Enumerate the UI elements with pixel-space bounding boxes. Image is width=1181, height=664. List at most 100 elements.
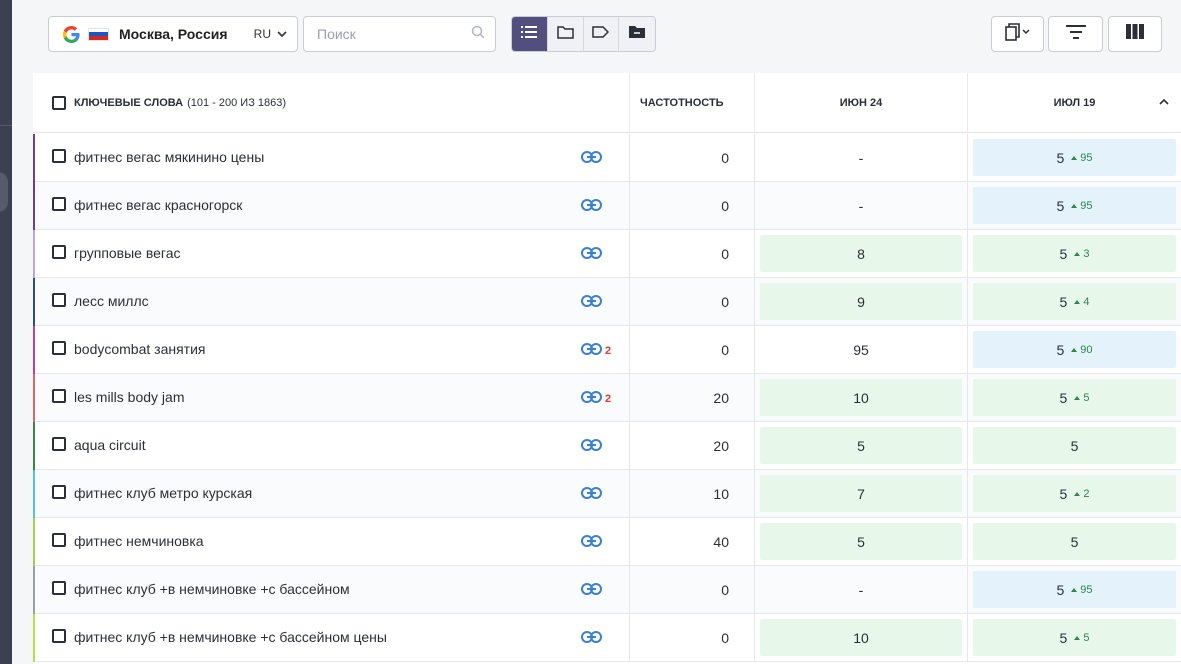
table-row[interactable]: фитнес клуб +в немчиновке +с бассейном 0 -… bbox=[33, 566, 1181, 614]
row-checkbox[interactable] bbox=[52, 485, 66, 499]
position-badge[interactable]: - bbox=[760, 187, 962, 224]
table-row[interactable]: les mills body jam 2 20 10 5 5 bbox=[33, 374, 1181, 422]
row-checkbox[interactable] bbox=[52, 149, 66, 163]
table-row[interactable]: групповые вегас 0 8 5 3 bbox=[33, 230, 1181, 278]
serp-link[interactable] bbox=[581, 486, 602, 504]
group-color-stripe bbox=[33, 470, 35, 518]
serp-link[interactable] bbox=[581, 294, 602, 312]
position-badge[interactable]: 7 bbox=[760, 475, 962, 512]
position-badge[interactable]: 5 bbox=[973, 523, 1176, 560]
table-row[interactable]: фитнес клуб +в немчиновке +с бассейном ц… bbox=[33, 614, 1181, 662]
table-header: КЛЮЧЕВЫЕ СЛОВА (101 - 200 ИЗ 1863) ЧАСТО… bbox=[33, 73, 1181, 133]
row-checkbox[interactable] bbox=[52, 245, 66, 259]
serp-link[interactable]: 2 bbox=[581, 342, 611, 360]
keyword-text[interactable]: фитнес клуб +в немчиновке +с бассейном bbox=[74, 581, 350, 597]
region-selector[interactable]: Москва, Россия RU bbox=[48, 16, 298, 52]
position-badge[interactable]: 5 bbox=[760, 523, 962, 560]
row-checkbox[interactable] bbox=[52, 581, 66, 595]
position-badge[interactable]: 10 bbox=[760, 619, 962, 656]
row-checkbox[interactable] bbox=[52, 533, 66, 547]
select-all-checkbox[interactable] bbox=[52, 96, 66, 110]
date2-column-header[interactable]: ИЮЛ 19 bbox=[968, 73, 1181, 133]
date2-cell: 5 bbox=[968, 518, 1181, 566]
position-badge[interactable]: - bbox=[760, 139, 962, 176]
keyword-text[interactable]: групповые вегас bbox=[74, 245, 181, 261]
keyword-text[interactable]: лесс миллс bbox=[74, 293, 149, 309]
keywords-header-label[interactable]: КЛЮЧЕВЫЕ СЛОВА bbox=[74, 97, 184, 109]
keyword-text[interactable]: bodycombat занятия bbox=[74, 341, 206, 357]
serp-link[interactable] bbox=[581, 630, 602, 648]
row-checkbox[interactable] bbox=[52, 197, 66, 211]
keyword-text[interactable]: фитнес клуб метро курская bbox=[74, 485, 253, 501]
table-row[interactable]: фитнес вегас мякинино цены 0 - 5 95 bbox=[33, 134, 1181, 182]
position-badge[interactable]: 10 bbox=[760, 379, 962, 416]
group-color-stripe bbox=[33, 422, 35, 470]
link-folder-view-button[interactable] bbox=[619, 17, 655, 51]
serp-link[interactable]: 2 bbox=[581, 390, 611, 408]
link-count: 2 bbox=[605, 345, 612, 357]
position-value: 5 bbox=[1056, 197, 1065, 214]
link-icon bbox=[581, 534, 602, 552]
frequency-cell: 10 bbox=[630, 470, 755, 518]
serp-link[interactable] bbox=[581, 198, 602, 216]
table-row[interactable]: bodycombat занятия 2 0 95 5 90 bbox=[33, 326, 1181, 374]
keyword-text[interactable]: les mills body jam bbox=[74, 389, 185, 405]
keyword-text[interactable]: фитнес вегас красногорск bbox=[74, 197, 243, 213]
serp-link[interactable] bbox=[581, 246, 602, 264]
frequency-column-header[interactable]: ЧАСТОТНОСТЬ bbox=[630, 73, 755, 133]
position-badge[interactable]: 9 bbox=[760, 283, 962, 320]
serp-link[interactable] bbox=[581, 534, 602, 552]
table-row[interactable]: фитнес немчиновка 40 5 5 bbox=[33, 518, 1181, 566]
position-change: 90 bbox=[1071, 344, 1093, 356]
sort-chevron-up-icon[interactable] bbox=[1159, 96, 1169, 108]
position-badge[interactable]: 5 95 bbox=[973, 187, 1176, 224]
table-row[interactable]: фитнес клуб метро курская 10 7 5 2 bbox=[33, 470, 1181, 518]
folder-icon bbox=[556, 25, 574, 44]
position-value: 10 bbox=[853, 389, 869, 406]
position-value: 10 bbox=[853, 629, 869, 646]
position-badge[interactable]: 5 bbox=[973, 427, 1176, 464]
columns-button[interactable] bbox=[1108, 16, 1162, 52]
keyword-text[interactable]: aqua circuit bbox=[74, 437, 146, 453]
position-change: 5 bbox=[1074, 632, 1089, 644]
table-row[interactable]: фитнес вегас красногорск 0 - 5 95 bbox=[33, 182, 1181, 230]
search-input[interactable] bbox=[317, 26, 471, 42]
table-row[interactable]: aqua circuit 20 5 5 bbox=[33, 422, 1181, 470]
position-badge[interactable]: 5 95 bbox=[973, 571, 1176, 608]
table-row[interactable]: лесс миллс 0 9 5 4 bbox=[33, 278, 1181, 326]
folder-view-button[interactable] bbox=[548, 17, 584, 51]
serp-link[interactable] bbox=[581, 582, 602, 600]
position-badge[interactable]: 8 bbox=[760, 235, 962, 272]
rail-collapse-handle[interactable] bbox=[0, 172, 8, 212]
serp-link[interactable] bbox=[581, 438, 602, 456]
position-badge[interactable]: 5 bbox=[760, 427, 962, 464]
position-badge[interactable]: 95 bbox=[760, 331, 962, 368]
search-box bbox=[303, 16, 496, 52]
row-checkbox[interactable] bbox=[52, 629, 66, 643]
link-count: 2 bbox=[605, 393, 612, 405]
position-badge[interactable]: - bbox=[760, 571, 962, 608]
keyword-text[interactable]: фитнес вегас мякинино цены bbox=[74, 149, 265, 165]
row-checkbox[interactable] bbox=[52, 437, 66, 451]
position-value: 5 bbox=[857, 437, 865, 454]
serp-link[interactable] bbox=[581, 150, 602, 168]
keyword-text[interactable]: фитнес немчиновка bbox=[74, 533, 204, 549]
search-icon[interactable] bbox=[471, 25, 485, 44]
position-badge[interactable]: 5 95 bbox=[973, 139, 1176, 176]
copy-menu-button[interactable] bbox=[991, 16, 1044, 52]
position-badge[interactable]: 5 90 bbox=[973, 331, 1176, 368]
row-checkbox[interactable] bbox=[52, 389, 66, 403]
tag-view-button[interactable] bbox=[584, 17, 620, 51]
keyword-text[interactable]: фитнес клуб +в немчиновке +с бассейном ц… bbox=[74, 629, 387, 645]
row-checkbox[interactable] bbox=[52, 293, 66, 307]
date1-column-header[interactable]: ИЮН 24 bbox=[755, 73, 968, 133]
date2-cell: 5 95 bbox=[968, 134, 1181, 182]
row-checkbox[interactable] bbox=[52, 341, 66, 355]
filter-button[interactable] bbox=[1048, 16, 1103, 52]
list-view-button[interactable] bbox=[512, 17, 548, 51]
